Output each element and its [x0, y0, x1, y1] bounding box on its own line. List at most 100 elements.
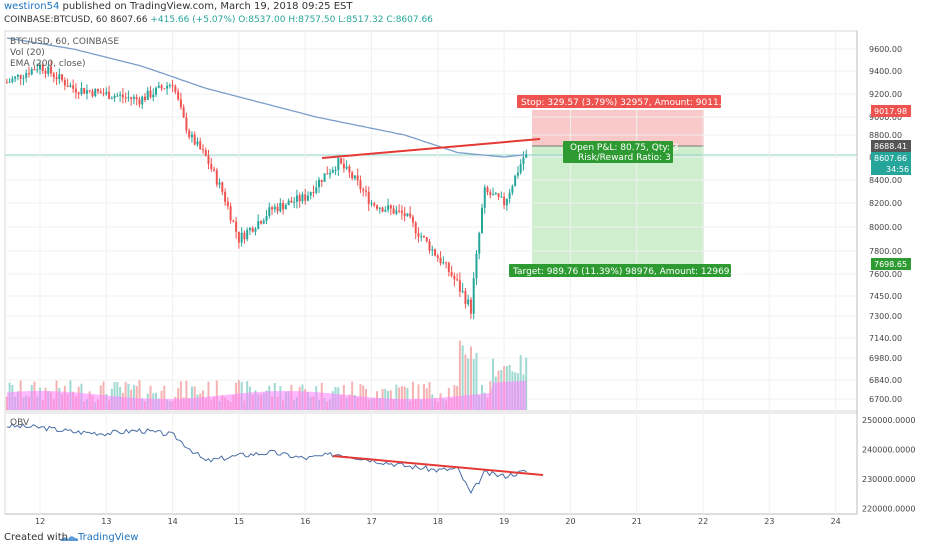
candle-body — [163, 88, 166, 90]
candle-body — [497, 193, 500, 197]
candle-body — [77, 92, 80, 95]
candle-body — [171, 84, 174, 87]
obv-trendline[interactable] — [332, 455, 544, 476]
candle-body — [273, 206, 276, 210]
candle-body — [345, 166, 348, 169]
target-price-text: 7698.65 — [874, 260, 907, 269]
volume-bar — [398, 387, 401, 410]
candle-body — [246, 230, 249, 240]
stop-price-tag — [871, 105, 911, 117]
candle-body — [331, 170, 334, 173]
candle-body — [486, 187, 489, 193]
obv-pane-border — [4, 412, 858, 515]
candle-body — [428, 241, 431, 251]
volume-bar — [461, 345, 464, 410]
candle-body — [94, 89, 97, 97]
candle-body — [44, 70, 47, 74]
grid — [5, 31, 857, 514]
candle-body — [85, 90, 88, 94]
close-value: C:8607.66 — [386, 15, 433, 25]
candle-body — [505, 198, 508, 206]
candle-body — [284, 205, 287, 210]
price-tick-label: 9600.00 — [869, 45, 902, 54]
volume-bar — [464, 354, 467, 410]
tradingview-brand[interactable]: TradingView — [78, 532, 139, 543]
obv-tick-label: 220000.0000 — [862, 505, 915, 514]
candle-body — [8, 81, 11, 83]
candle-body — [364, 190, 367, 192]
volume-ma-area — [6, 381, 527, 410]
candle-body — [315, 187, 318, 193]
candle-body — [411, 216, 414, 223]
candle-body — [80, 88, 83, 95]
candle-body — [298, 195, 301, 202]
time-tick-label: 22 — [698, 517, 708, 526]
candle-body — [55, 77, 58, 80]
time-tick-label: 17 — [367, 517, 377, 526]
time-tick-label: 15 — [234, 517, 244, 526]
candle-body — [201, 149, 204, 151]
candle-body — [417, 233, 420, 237]
candle-body — [414, 222, 417, 234]
volume-bar — [127, 383, 130, 410]
candle-body — [287, 200, 290, 206]
candle-body — [492, 194, 495, 196]
candle-body — [157, 85, 160, 88]
candle-body — [16, 74, 19, 77]
candle-body — [329, 172, 332, 175]
candle-body — [102, 93, 105, 95]
volume-bar — [215, 380, 218, 410]
target-price-tag — [871, 258, 911, 270]
volume-bar — [138, 380, 141, 410]
candle-body — [248, 227, 251, 231]
candle-body — [179, 99, 182, 108]
candle-body — [25, 73, 28, 78]
time-tick-label: 23 — [764, 517, 774, 526]
countdown-tag — [871, 164, 911, 175]
candle-body — [323, 173, 326, 182]
time-tick-label: 13 — [101, 517, 111, 526]
candle-body — [254, 228, 257, 232]
candle-body — [121, 94, 124, 98]
candle-body — [83, 88, 86, 94]
candle-body — [494, 193, 497, 195]
candle-body — [47, 66, 50, 74]
candle-body — [66, 85, 69, 87]
candle-body — [395, 210, 398, 214]
time-tick-label: 18 — [433, 517, 443, 526]
candle-body — [204, 150, 207, 156]
main-pane-border — [4, 30, 858, 412]
price-tick-label: 7600.00 — [869, 270, 902, 279]
candle-body — [525, 154, 528, 158]
target-label: Target: 989.76 (11.39%) 98976, Amount: 1… — [512, 267, 744, 277]
candle-body — [489, 192, 492, 196]
candle-body — [461, 290, 464, 292]
candle-body — [257, 221, 260, 229]
volume-bar — [113, 382, 116, 410]
candle-body — [146, 90, 149, 100]
price-trendline[interactable] — [321, 138, 541, 159]
last-price-text: 8607.66 — [874, 154, 907, 163]
candle-body — [519, 164, 522, 173]
candle-body — [36, 69, 39, 71]
candle-body — [155, 87, 158, 95]
candle-body — [113, 96, 116, 99]
ema-legend: EMA (200, close) — [10, 59, 86, 69]
volume-bar — [403, 386, 406, 410]
candle-body — [293, 201, 296, 203]
candle-body — [362, 189, 365, 191]
candle-body — [58, 74, 61, 80]
author-link[interactable]: westiron54 — [4, 1, 60, 12]
candle-body — [475, 253, 478, 279]
candle-body — [149, 90, 152, 98]
candle-body — [469, 299, 472, 314]
candle-body — [348, 166, 351, 173]
candle-body — [69, 85, 72, 87]
candle-body — [235, 221, 238, 232]
candle-body — [403, 213, 406, 217]
volume-bar — [124, 381, 127, 410]
candle-body — [422, 236, 425, 238]
stop-price-text: 9017.98 — [874, 107, 907, 116]
candle-body — [367, 191, 370, 204]
